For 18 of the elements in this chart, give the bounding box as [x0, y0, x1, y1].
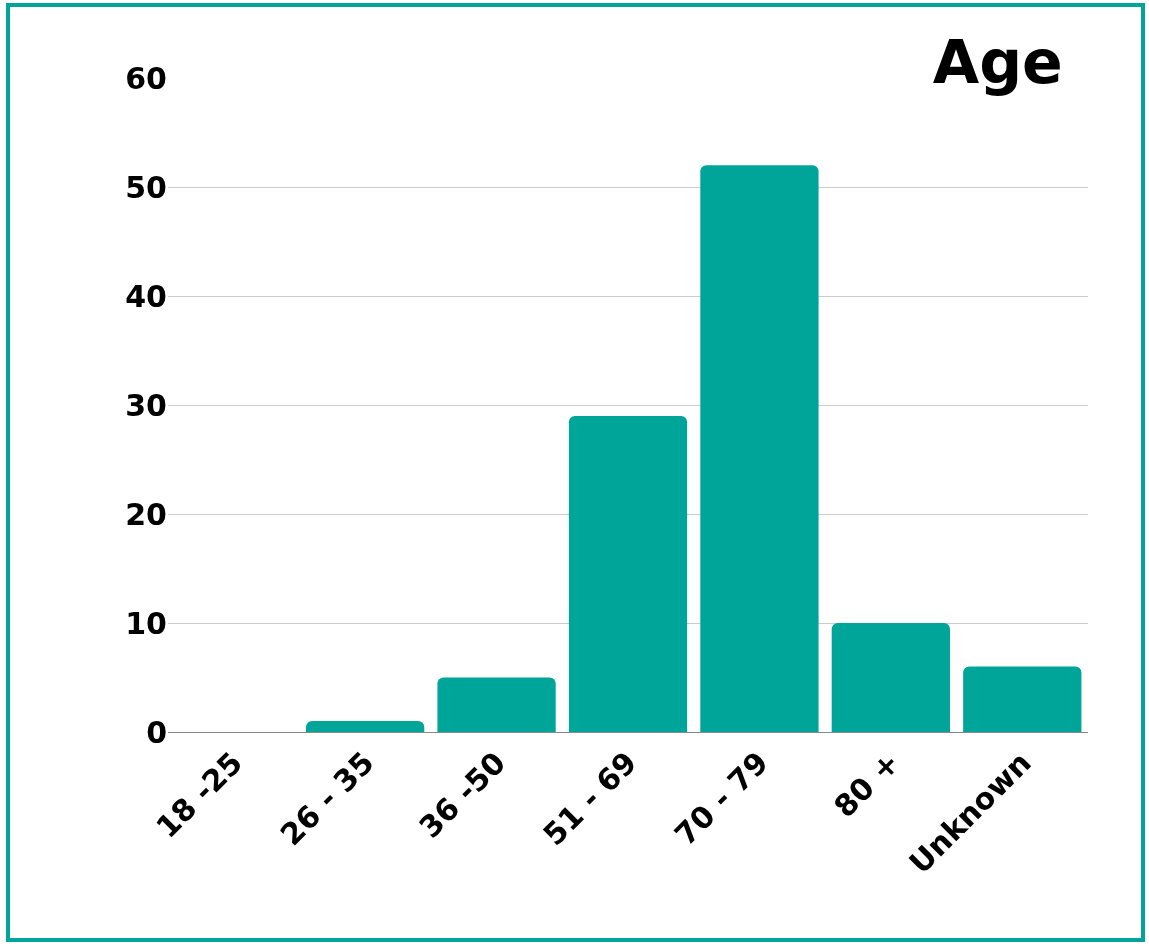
y-tick-label: 30	[125, 387, 167, 423]
x-tick-label: 26 - 35	[273, 744, 381, 853]
y-tick-label: 60	[125, 60, 167, 96]
y-tick-label: 40	[125, 278, 167, 314]
y-tick-label: 20	[125, 496, 167, 532]
x-tick-label: 51 - 69	[536, 744, 644, 853]
bar	[568, 415, 688, 732]
bar	[700, 165, 819, 732]
bar	[963, 666, 1082, 732]
bar	[437, 677, 556, 732]
bar	[306, 721, 425, 732]
bar	[831, 623, 950, 732]
chart-title: Age	[932, 27, 1063, 97]
x-tick-label: 70 - 79	[667, 744, 775, 853]
x-tick-label: 36 -50	[412, 744, 513, 845]
y-tick-label: 10	[125, 605, 167, 641]
y-tick-label: 50	[125, 169, 167, 205]
x-tick-label: 80 +	[826, 744, 907, 825]
